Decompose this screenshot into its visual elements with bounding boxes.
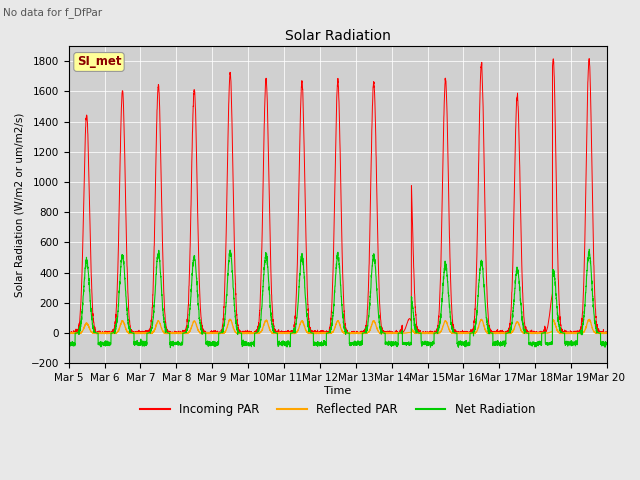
Net Radiation bbox=[603, 341, 611, 347]
Title: Solar Radiation: Solar Radiation bbox=[285, 29, 391, 43]
Reflected PAR bbox=[489, 330, 497, 336]
Text: SI_met: SI_met bbox=[77, 56, 121, 69]
Reflected PAR bbox=[65, 331, 72, 336]
Line: Net Radiation: Net Radiation bbox=[68, 249, 607, 348]
Reflected PAR bbox=[603, 331, 611, 336]
Incoming PAR bbox=[65, 329, 72, 335]
Net Radiation bbox=[161, 329, 169, 335]
Reflected PAR bbox=[602, 330, 610, 336]
Net Radiation bbox=[489, 343, 497, 348]
X-axis label: Time: Time bbox=[324, 386, 351, 396]
Incoming PAR bbox=[65, 330, 72, 336]
Incoming PAR bbox=[603, 330, 611, 336]
Incoming PAR bbox=[162, 319, 170, 325]
Net Radiation bbox=[65, 340, 72, 346]
Incoming PAR bbox=[429, 330, 436, 336]
Net Radiation bbox=[318, 343, 326, 349]
Reflected PAR bbox=[226, 316, 234, 322]
Y-axis label: Solar Radiation (W/m2 or um/m2/s): Solar Radiation (W/m2 or um/m2/s) bbox=[15, 112, 25, 297]
Legend: Incoming PAR, Reflected PAR, Net Radiation: Incoming PAR, Reflected PAR, Net Radiati… bbox=[136, 398, 540, 421]
Incoming PAR bbox=[489, 330, 497, 336]
Incoming PAR bbox=[586, 56, 593, 61]
Net Radiation bbox=[459, 340, 467, 346]
Net Radiation bbox=[603, 340, 611, 346]
Net Radiation bbox=[586, 246, 593, 252]
Net Radiation bbox=[166, 345, 174, 350]
Reflected PAR bbox=[318, 330, 326, 336]
Incoming PAR bbox=[459, 330, 467, 336]
Incoming PAR bbox=[318, 330, 326, 336]
Reflected PAR bbox=[161, 330, 169, 336]
Incoming PAR bbox=[603, 330, 611, 336]
Line: Reflected PAR: Reflected PAR bbox=[68, 319, 607, 334]
Net Radiation bbox=[429, 339, 436, 345]
Reflected PAR bbox=[429, 330, 436, 336]
Reflected PAR bbox=[459, 330, 467, 336]
Line: Incoming PAR: Incoming PAR bbox=[68, 59, 607, 333]
Text: No data for f_DfPar: No data for f_DfPar bbox=[3, 7, 102, 18]
